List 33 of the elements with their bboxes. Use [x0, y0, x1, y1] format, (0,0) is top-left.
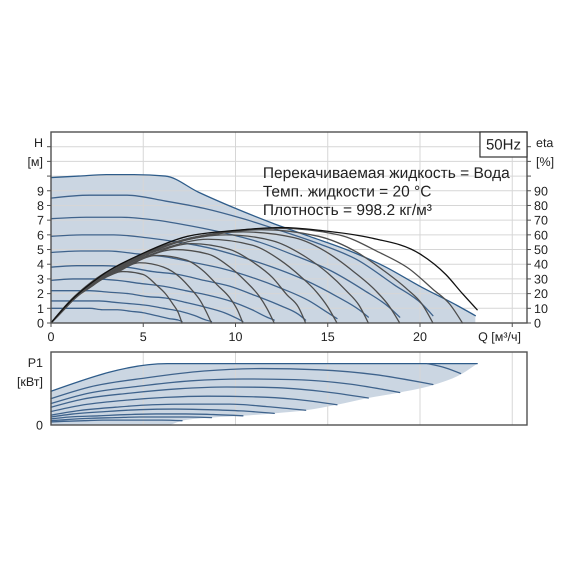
y-tick-label: 7: [37, 214, 44, 228]
y2-axis-title: eta [%]: [536, 136, 554, 169]
y-tick-label: 0: [37, 316, 44, 330]
y2-tick-label: 80: [534, 198, 548, 213]
y-axis-title: P1 [кВт]: [16, 356, 44, 389]
x-tick-label: 15: [320, 330, 335, 344]
y-tick-label: 6: [37, 228, 44, 242]
y2-tick-label: 70: [534, 214, 548, 228]
y2-tick-label: 30: [534, 272, 548, 286]
y-tick-label: 8: [37, 198, 44, 213]
y-tick-label: 9: [37, 184, 44, 198]
x-axis-title: Q [м³/ч]: [478, 330, 521, 344]
annotation: Плотность = 998.2 кг/м³: [262, 202, 432, 219]
y2-tick-label: 60: [534, 228, 548, 242]
annotation: Перекачиваемая жидкость = Вода: [262, 165, 510, 182]
y2-tick-label: 10: [534, 302, 548, 316]
y-tick-label: 1: [37, 302, 44, 316]
y-tick-label: 5: [37, 243, 44, 258]
y-tick-label: 4: [37, 258, 44, 272]
y2-tick-label: 90: [534, 184, 548, 198]
chart-title: 50Hz: [486, 136, 521, 154]
y-axis-title: H [м]: [27, 136, 43, 169]
y2-tick-label: 0: [534, 316, 541, 330]
x-tick-label: 20: [413, 330, 427, 344]
x-tick-label: 0: [48, 330, 55, 344]
y-tick-label: 3: [37, 272, 44, 286]
annotation: Темп. жидкости = 20 °C: [262, 184, 432, 200]
y2-tick-label: 20: [534, 287, 548, 302]
y-tick-label: 2: [37, 287, 44, 302]
x-tick-label: 5: [140, 330, 147, 344]
y2-tick-label: 50: [534, 243, 548, 258]
x-tick-label: 10: [228, 330, 242, 344]
y2-tick-label: 40: [534, 258, 548, 272]
